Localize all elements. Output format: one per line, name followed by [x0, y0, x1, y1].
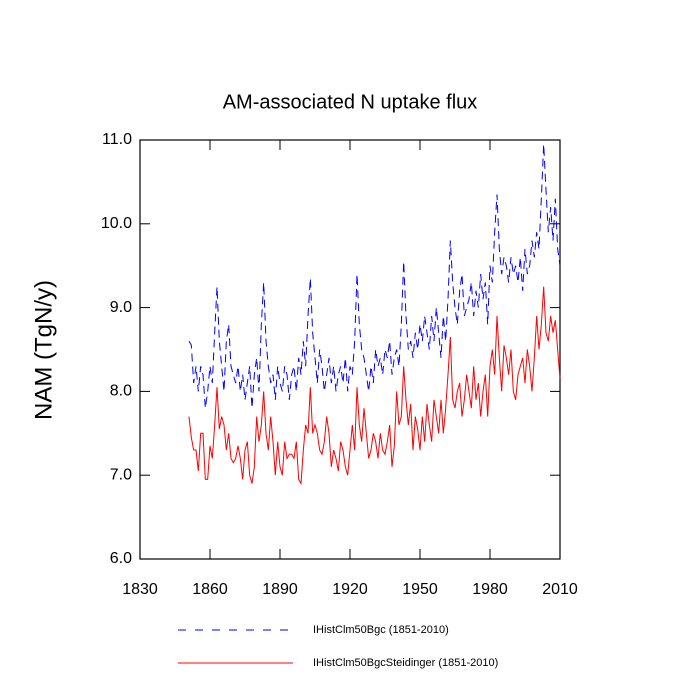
legend-label: IHistClm50BgcSteidinger (1851-2010) [313, 657, 498, 669]
chart-title: AM-associated N uptake flux [223, 91, 478, 113]
y-axis-label: NAM (TgN/y) [30, 280, 57, 420]
x-tick-label: 1890 [262, 581, 298, 598]
plot-frame [139, 139, 561, 560]
x-tick-label: 2010 [542, 581, 578, 598]
x-tick-label: 1830 [122, 581, 158, 598]
y-tick-label: 11.0 [102, 131, 132, 148]
x-tick-label: 1950 [402, 581, 438, 598]
x-tick-label: 1860 [192, 581, 228, 598]
x-tick-label: 1980 [472, 581, 508, 598]
y-tick-label: 10.0 [101, 215, 132, 232]
y-tick-label: 7.0 [110, 466, 132, 483]
y-tick-label: 6.0 [110, 550, 132, 567]
y-tick-label: 9.0 [110, 299, 132, 316]
x-tick-label: 1920 [332, 581, 368, 598]
y-tick-label: 8.0 [110, 383, 132, 400]
series-line [188, 144, 561, 409]
legend-label: IHistClm50Bgc (1851-2010) [313, 624, 449, 636]
series-line [188, 286, 561, 486]
